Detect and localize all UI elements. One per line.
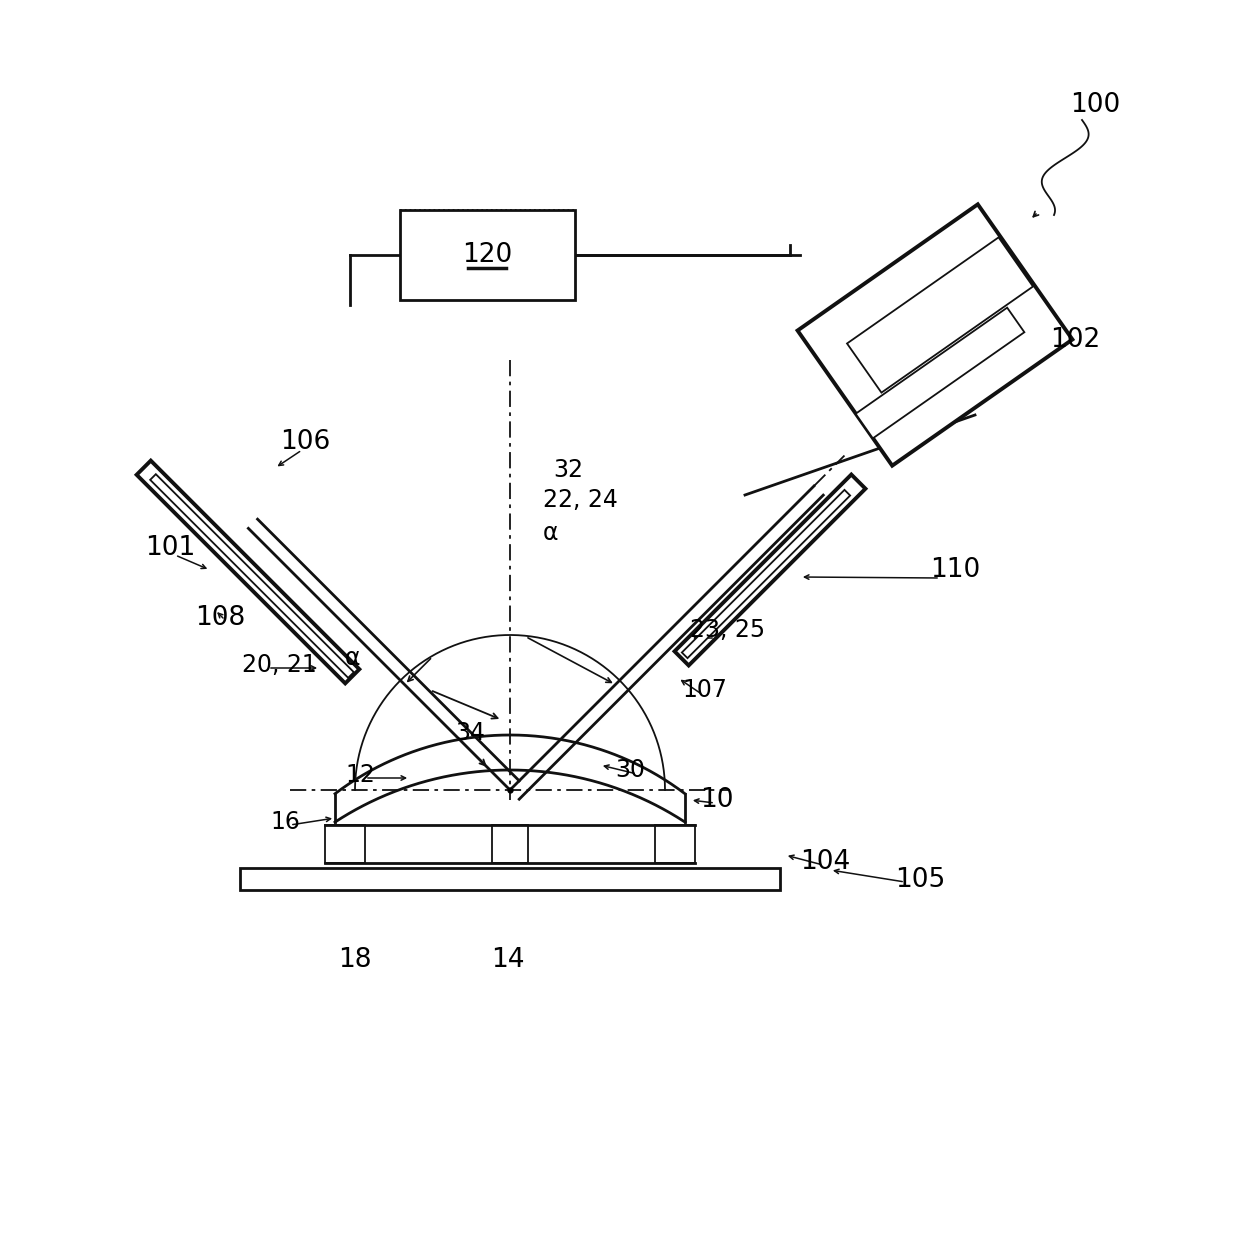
Text: 20, 21: 20, 21: [242, 653, 316, 677]
Polygon shape: [136, 461, 360, 683]
Text: 18: 18: [339, 947, 372, 973]
Text: 12: 12: [345, 763, 374, 787]
Polygon shape: [797, 204, 1073, 466]
Bar: [325, 825, 365, 863]
Text: 14: 14: [491, 947, 525, 973]
Text: 104: 104: [800, 848, 851, 876]
Polygon shape: [150, 474, 353, 678]
Text: 110: 110: [930, 557, 981, 583]
Text: 105: 105: [895, 867, 945, 893]
Text: 102: 102: [1050, 327, 1100, 353]
Bar: [655, 825, 694, 863]
Polygon shape: [675, 474, 866, 666]
Bar: [492, 825, 528, 863]
Text: 22, 24: 22, 24: [543, 488, 618, 513]
Text: α: α: [543, 521, 558, 545]
Text: 108: 108: [195, 605, 246, 631]
Text: 107: 107: [682, 678, 727, 701]
Bar: [241, 868, 780, 890]
Polygon shape: [847, 237, 1033, 393]
Text: α: α: [345, 646, 360, 671]
Text: 10: 10: [701, 787, 734, 813]
Bar: [399, 210, 574, 300]
Text: 34: 34: [455, 721, 485, 745]
Text: 101: 101: [145, 535, 195, 561]
Text: 23, 25: 23, 25: [689, 618, 765, 642]
Text: 30: 30: [615, 758, 645, 782]
Polygon shape: [856, 308, 1024, 438]
Text: 120: 120: [461, 242, 512, 268]
Text: 106: 106: [280, 429, 330, 454]
Text: 32: 32: [553, 458, 583, 482]
Polygon shape: [682, 490, 851, 658]
Text: 16: 16: [270, 810, 300, 834]
Text: 100: 100: [1070, 91, 1120, 119]
